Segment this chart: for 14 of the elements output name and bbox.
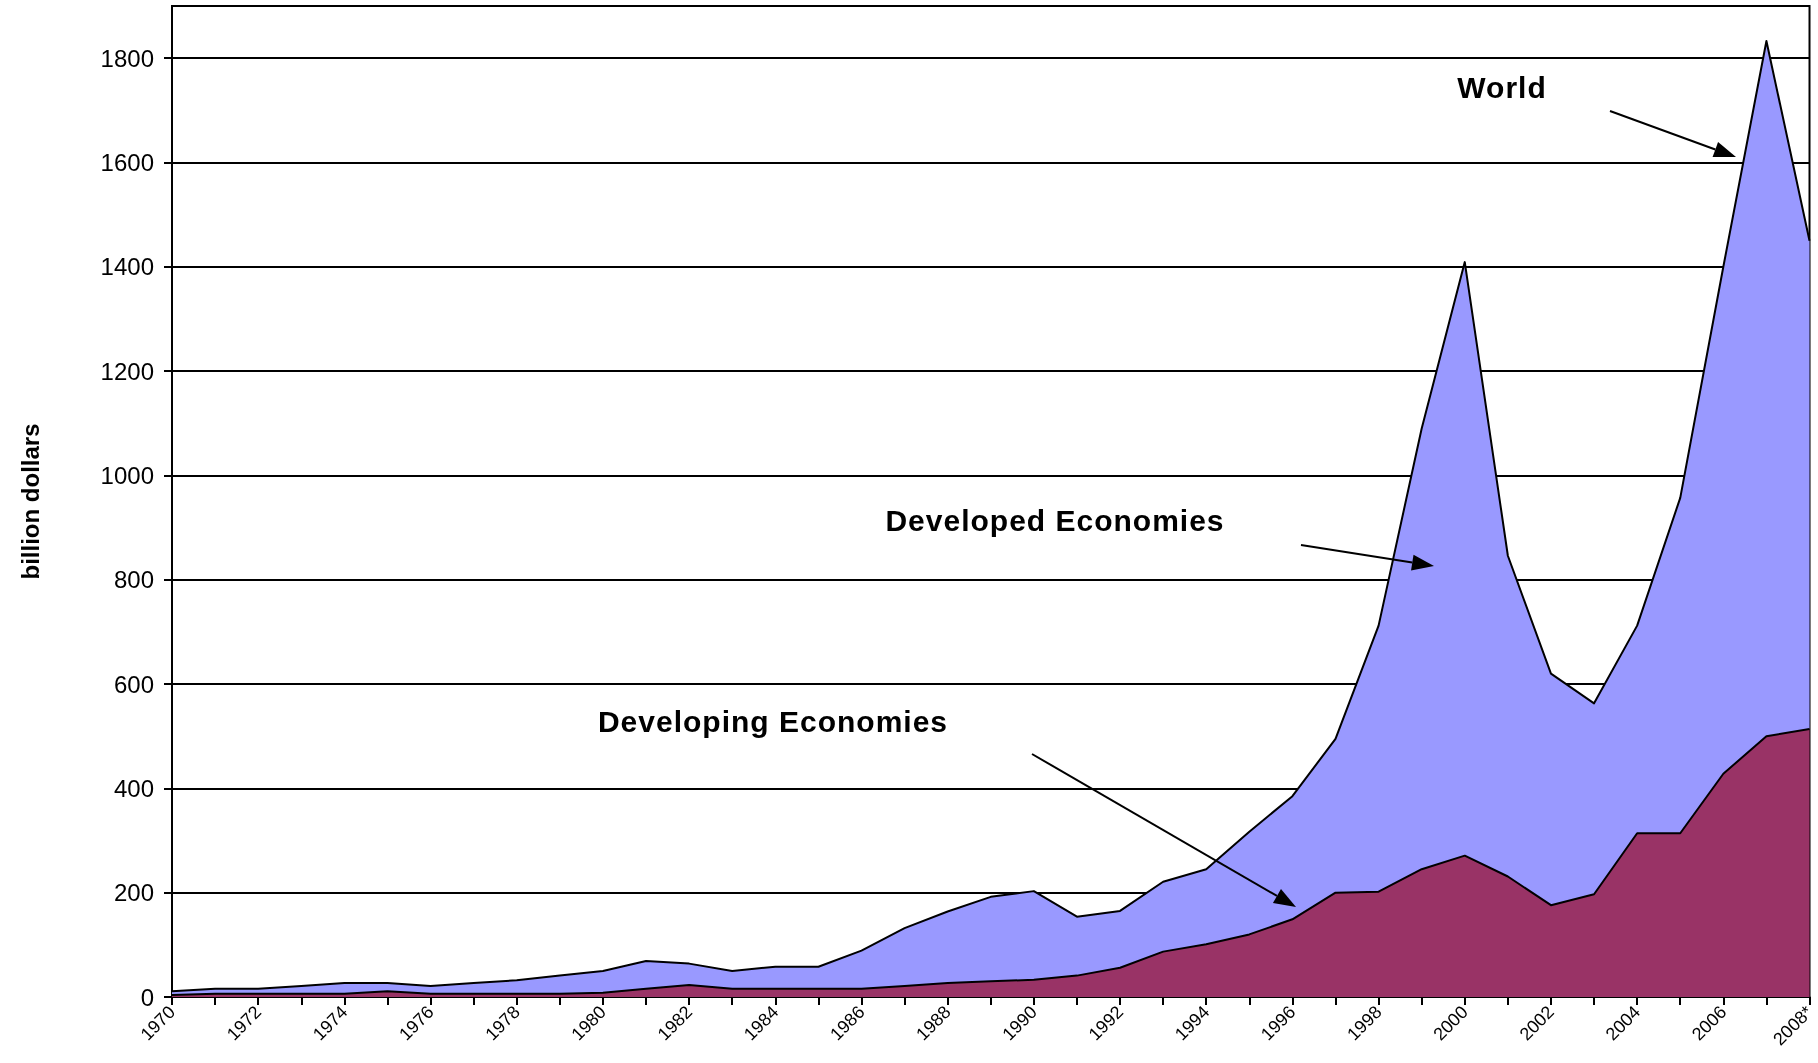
y-tick-label: 800 xyxy=(113,566,154,594)
y-tick-label: 0 xyxy=(140,983,154,1011)
y-tick-label: 1600 xyxy=(100,148,154,176)
y-tick-label: 1800 xyxy=(100,44,154,72)
annotation: Developed Economies xyxy=(885,503,1225,537)
y-tick-label: 1400 xyxy=(100,253,154,281)
y-tick-label: 600 xyxy=(113,670,154,698)
annotation: Developing Economies xyxy=(597,704,949,738)
y-tick-label: 200 xyxy=(113,879,154,907)
y-tick-label: 400 xyxy=(113,774,154,802)
annotation: World xyxy=(1457,70,1547,104)
y-tick-label: 1200 xyxy=(100,357,154,385)
y-tick-label: 1000 xyxy=(100,461,154,489)
y-axis-title: billion dollars xyxy=(16,423,44,580)
